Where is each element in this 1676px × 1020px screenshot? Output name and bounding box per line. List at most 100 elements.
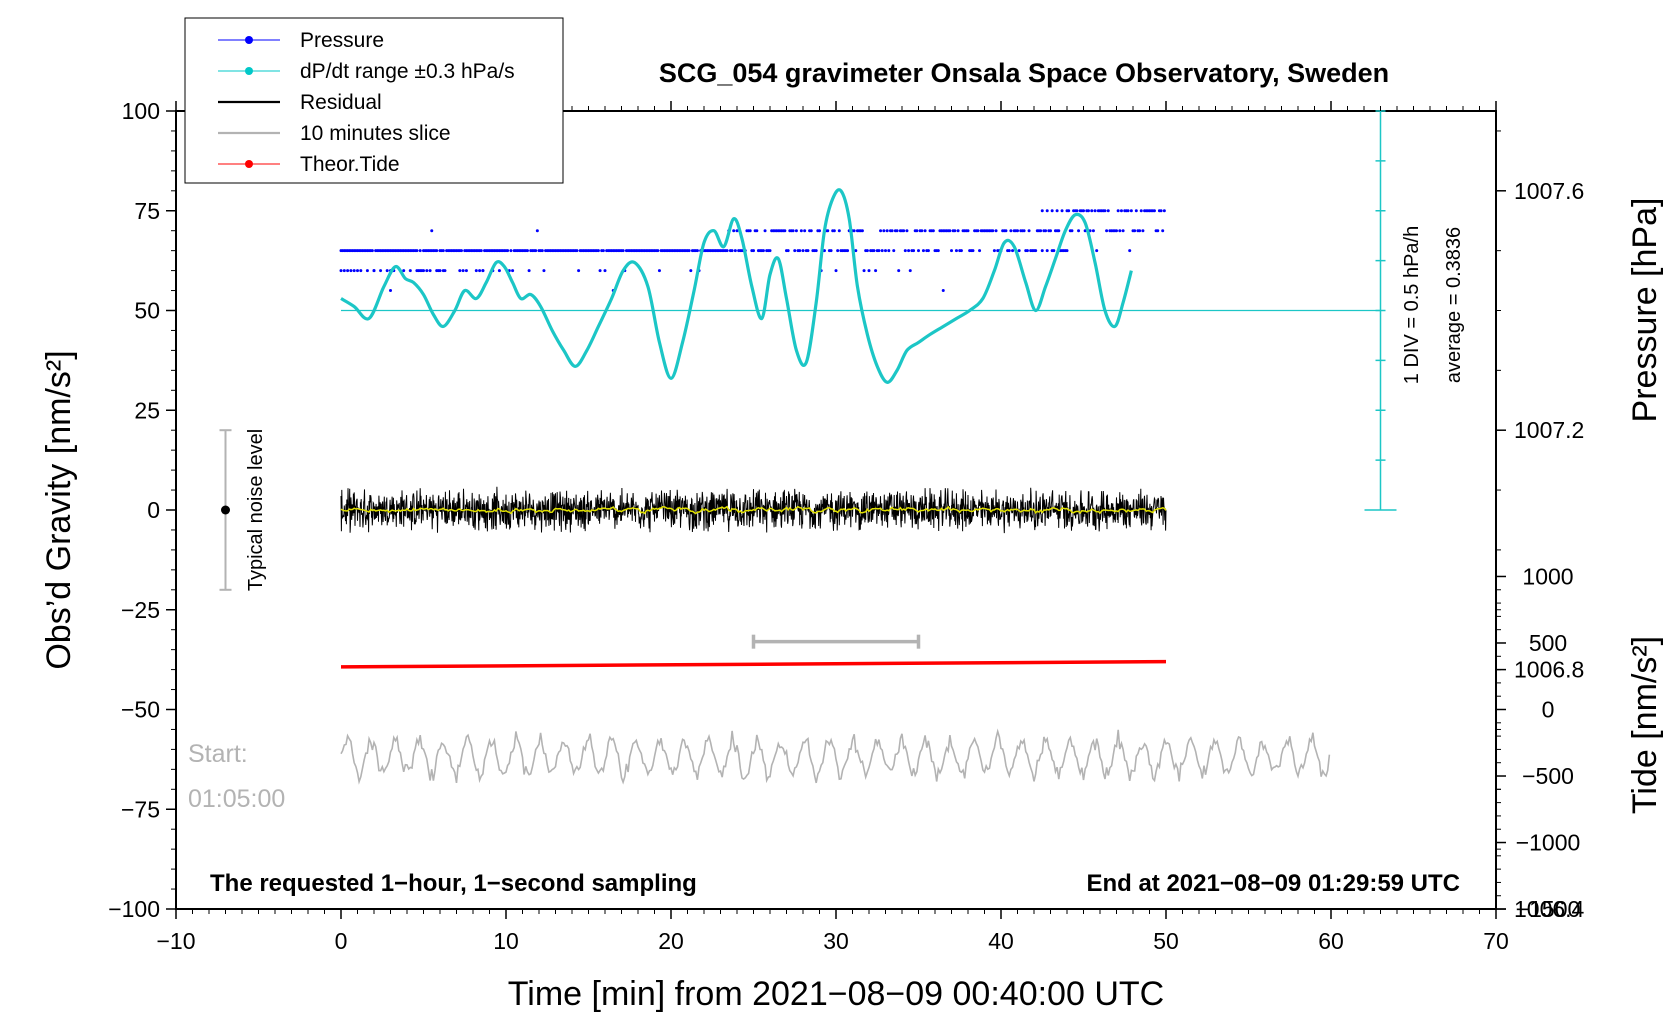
pressure-point <box>1095 249 1099 253</box>
pressure-point <box>752 249 755 253</box>
y-tick-label: −100 <box>108 896 160 922</box>
pressure-point <box>459 249 463 253</box>
y-tick-label: 75 <box>134 198 160 224</box>
pressure-point <box>1141 229 1145 233</box>
pressure-point <box>1050 209 1054 213</box>
pressure-point <box>921 249 925 253</box>
pressure-point <box>506 249 510 253</box>
tide-tick-label: 1000 <box>1522 563 1573 589</box>
pressure-point <box>798 249 802 253</box>
pressure-point <box>854 249 858 253</box>
pressure-point <box>1152 209 1156 213</box>
x-tick-label: −10 <box>156 928 195 954</box>
pressure-point <box>912 249 916 253</box>
sampling-note: The requested 1−hour, 1−second sampling <box>210 870 697 897</box>
pressure-point <box>826 229 830 233</box>
pressure-point <box>1156 229 1160 233</box>
pressure-point <box>1057 229 1061 233</box>
pressure-point <box>435 269 439 273</box>
pressure-point <box>422 269 425 273</box>
pressure-point <box>428 269 432 273</box>
pressure-point <box>461 269 465 273</box>
pressure-point <box>415 249 419 253</box>
pressure-point <box>1103 209 1107 213</box>
pressure-point <box>1133 229 1137 233</box>
pressure-point <box>342 269 346 273</box>
residual-smooth-line <box>340 505 1167 515</box>
pressure-point <box>481 269 485 273</box>
pressure-point <box>791 229 795 233</box>
pressure-point <box>822 249 826 253</box>
pressure-point <box>725 249 729 253</box>
pressure-point <box>1070 229 1074 233</box>
pressure-point <box>425 269 429 273</box>
pressure-point <box>978 249 982 253</box>
pressure-point <box>372 269 376 273</box>
pressure-point <box>1009 229 1013 233</box>
pressure-point <box>1040 209 1044 213</box>
pressure-point <box>1118 229 1122 233</box>
pressure-point <box>1017 249 1021 253</box>
pressure-point <box>1039 229 1043 233</box>
pressure-point <box>971 249 975 253</box>
pressure-point <box>885 229 889 233</box>
pressure-point <box>895 229 899 233</box>
pressure-point <box>732 229 736 233</box>
pressure-point <box>991 229 995 233</box>
pressure-point <box>931 229 935 233</box>
start-time: 01:05:00 <box>188 785 285 813</box>
pressure-point <box>1129 209 1133 213</box>
tide-tick-label: 0 <box>1542 697 1555 723</box>
pressure-point <box>966 229 970 233</box>
tide-tick-label: −500 <box>1522 763 1574 789</box>
pressure-point <box>1162 209 1166 213</box>
pressure-point <box>814 249 818 253</box>
pressure-point <box>441 249 445 253</box>
end-time-note: End at 2021−08−09 01:29:59 UTC <box>1086 870 1460 897</box>
pressure-point <box>408 269 412 273</box>
legend-label: Residual <box>300 91 382 114</box>
pressure-point <box>846 249 850 253</box>
tide-tick-label: −1000 <box>1516 830 1581 856</box>
pressure-point <box>803 229 807 233</box>
slice-trace-line <box>340 728 1331 785</box>
y-tick-label: 50 <box>134 298 160 324</box>
pressure-point <box>748 229 752 233</box>
pressure-point <box>948 229 952 233</box>
pressure-point <box>874 269 878 273</box>
pressure-point <box>907 249 911 253</box>
pressure-point <box>464 269 468 273</box>
legend-marker <box>245 67 253 75</box>
pressure-point <box>867 269 871 273</box>
y-tick-label: 0 <box>147 497 160 523</box>
pressure-point <box>917 249 920 253</box>
pressure-point <box>880 249 884 253</box>
pressure-point <box>438 269 442 273</box>
pressure-point <box>598 269 602 273</box>
pressure-point <box>763 229 767 233</box>
pressure-point <box>1090 209 1094 213</box>
pressure-point <box>1049 229 1052 233</box>
x-tick-label: 30 <box>823 928 849 954</box>
pressure-point <box>1040 249 1044 253</box>
pressure-point <box>1025 249 1029 253</box>
pressure-point <box>535 229 539 233</box>
pressure-point <box>832 229 836 233</box>
pressure-point <box>1004 229 1008 233</box>
left-axis-title: Obs’d Gravity [nm/s²] <box>40 350 78 669</box>
pressure-point <box>1138 229 1142 233</box>
pressure-point <box>829 249 833 253</box>
pressure-point <box>794 229 798 233</box>
pressure-point <box>783 229 787 233</box>
pressure-point <box>793 249 797 253</box>
pressure-point <box>418 269 422 273</box>
pressure-point <box>458 269 462 273</box>
pressure-point <box>890 229 894 233</box>
pressure-point <box>994 229 998 233</box>
pressure-point <box>657 269 661 273</box>
legend-box <box>184 17 564 184</box>
pressure-point <box>992 249 996 253</box>
pressure-point <box>389 289 392 293</box>
pressure-tick-label: 1007.2 <box>1514 417 1584 443</box>
